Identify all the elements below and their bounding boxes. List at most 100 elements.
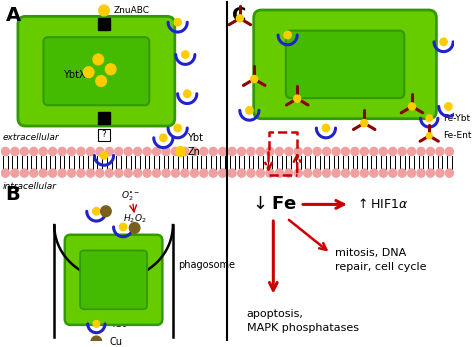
Circle shape (96, 147, 104, 156)
Circle shape (77, 147, 85, 156)
Text: B: B (6, 185, 20, 204)
Circle shape (304, 147, 312, 156)
Circle shape (341, 147, 349, 156)
Circle shape (247, 169, 255, 177)
Circle shape (360, 147, 368, 156)
Circle shape (93, 54, 103, 65)
Circle shape (1, 169, 9, 177)
Circle shape (129, 222, 140, 233)
Circle shape (67, 147, 75, 156)
Text: ZnuABC: ZnuABC (114, 6, 150, 15)
Circle shape (275, 147, 283, 156)
Circle shape (20, 147, 28, 156)
Circle shape (105, 147, 113, 156)
Circle shape (219, 169, 227, 177)
Circle shape (398, 147, 406, 156)
Circle shape (124, 169, 132, 177)
Circle shape (181, 169, 189, 177)
Circle shape (86, 169, 94, 177)
Bar (98, 112, 110, 124)
Circle shape (341, 169, 349, 177)
Circle shape (332, 169, 340, 177)
Circle shape (246, 107, 253, 114)
FancyBboxPatch shape (65, 235, 163, 325)
Circle shape (86, 147, 94, 156)
Circle shape (446, 147, 454, 156)
Text: Ybt: Ybt (187, 133, 203, 143)
Circle shape (11, 169, 19, 177)
Text: Ybt: Ybt (110, 319, 126, 329)
Circle shape (134, 147, 142, 156)
Circle shape (153, 169, 161, 177)
Circle shape (30, 147, 38, 156)
Circle shape (58, 169, 66, 177)
Circle shape (285, 147, 293, 156)
Circle shape (67, 169, 75, 177)
Text: C: C (232, 6, 246, 25)
FancyBboxPatch shape (18, 16, 175, 126)
Circle shape (176, 147, 185, 156)
Circle shape (322, 124, 329, 132)
Circle shape (77, 169, 85, 177)
Circle shape (191, 147, 198, 156)
Circle shape (361, 120, 368, 127)
Circle shape (398, 169, 406, 177)
Circle shape (200, 169, 208, 177)
Circle shape (389, 147, 397, 156)
Circle shape (313, 147, 321, 156)
Circle shape (251, 76, 258, 83)
Circle shape (446, 169, 454, 177)
Circle shape (379, 169, 387, 177)
Circle shape (115, 169, 123, 177)
Circle shape (191, 169, 198, 177)
Circle shape (96, 76, 106, 86)
Circle shape (20, 169, 28, 177)
FancyBboxPatch shape (80, 251, 147, 309)
Circle shape (445, 103, 452, 110)
Text: $H_2O_2$: $H_2O_2$ (123, 213, 146, 225)
Text: $\uparrow$HIF1$\alpha$: $\uparrow$HIF1$\alpha$ (355, 197, 408, 211)
Circle shape (93, 321, 100, 327)
Text: Fe-Ent: Fe-Ent (443, 132, 471, 140)
Circle shape (100, 206, 111, 217)
Circle shape (323, 169, 330, 177)
Circle shape (427, 147, 435, 156)
Circle shape (266, 147, 274, 156)
Text: phagosome: phagosome (178, 260, 235, 270)
Circle shape (351, 169, 359, 177)
Circle shape (182, 51, 189, 58)
Text: YbtX: YbtX (63, 70, 85, 80)
Circle shape (285, 169, 293, 177)
Text: Fe-Ybt: Fe-Ybt (443, 114, 470, 123)
Circle shape (96, 169, 104, 177)
Circle shape (304, 169, 312, 177)
Circle shape (49, 169, 57, 177)
Text: Zn: Zn (187, 146, 200, 156)
Circle shape (209, 147, 217, 156)
Circle shape (426, 133, 432, 139)
Circle shape (284, 31, 292, 39)
Circle shape (228, 147, 236, 156)
FancyBboxPatch shape (44, 37, 149, 105)
Circle shape (105, 64, 116, 75)
Circle shape (294, 169, 302, 177)
Circle shape (39, 169, 47, 177)
Text: intracellular: intracellular (3, 182, 56, 191)
Circle shape (436, 147, 444, 156)
Circle shape (389, 169, 397, 177)
Circle shape (183, 90, 191, 98)
Text: mitosis, DNA: mitosis, DNA (335, 248, 406, 259)
Circle shape (91, 336, 101, 347)
Circle shape (294, 147, 302, 156)
Circle shape (209, 169, 217, 177)
Circle shape (228, 169, 236, 177)
Text: $O_2^{\bullet-}$: $O_2^{\bullet-}$ (121, 190, 141, 203)
Circle shape (370, 147, 378, 156)
Circle shape (162, 147, 170, 156)
Circle shape (172, 169, 180, 177)
Circle shape (237, 169, 246, 177)
Circle shape (247, 147, 255, 156)
Circle shape (417, 147, 425, 156)
Text: ?: ? (101, 130, 106, 139)
Circle shape (200, 147, 208, 156)
